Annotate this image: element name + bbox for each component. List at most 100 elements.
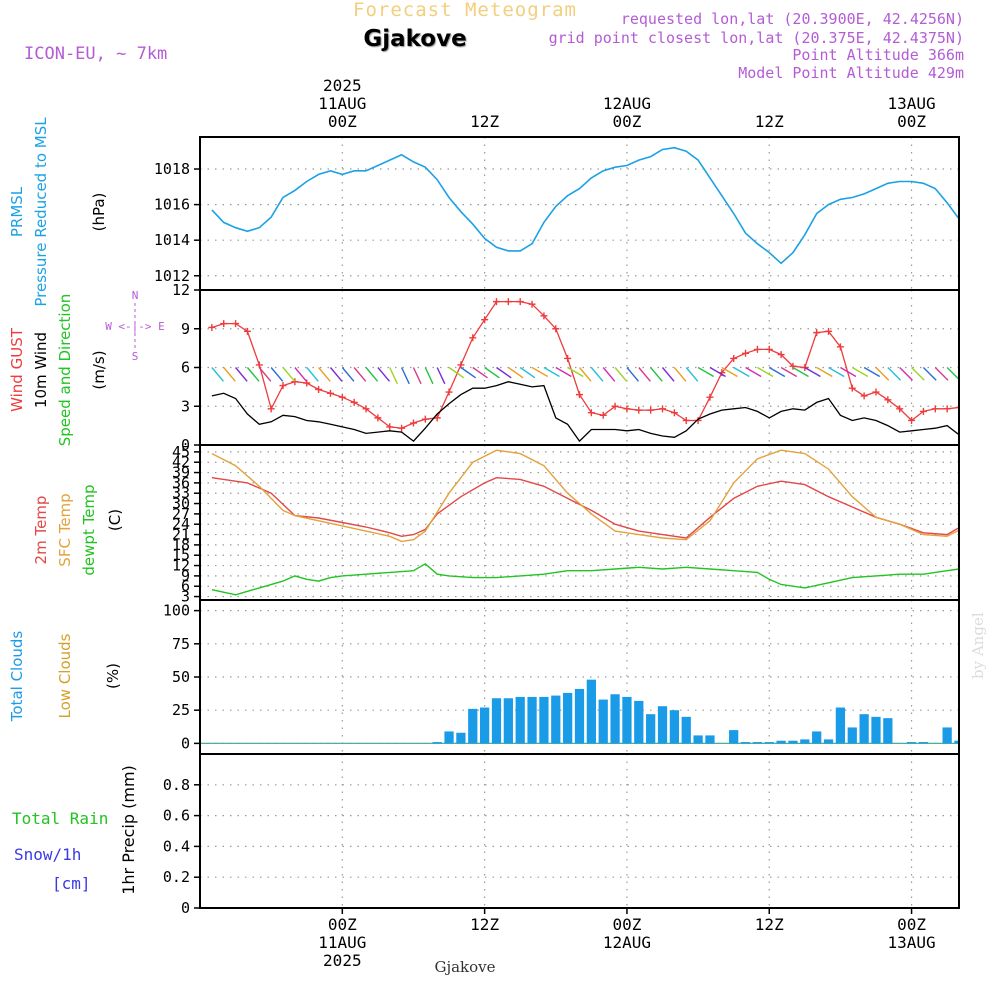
gust-marker xyxy=(659,405,667,413)
gust-marker xyxy=(919,407,927,415)
clouds-plot-area xyxy=(200,679,959,744)
cloud-bar xyxy=(491,698,502,744)
gust-marker xyxy=(836,343,844,351)
gust-marker xyxy=(706,393,714,401)
bottom-time-label: 11AUG xyxy=(318,933,366,952)
gust-marker xyxy=(338,393,346,401)
cloud-bar xyxy=(681,716,691,744)
wind-arrow xyxy=(436,367,446,385)
wind-arrow xyxy=(828,366,845,378)
y-tick-label: 45 xyxy=(172,443,190,461)
wind-arrow xyxy=(911,367,925,381)
wind-arrow xyxy=(590,367,604,382)
wind-arrow xyxy=(602,367,616,382)
wind-arrow xyxy=(661,367,675,382)
gust-marker xyxy=(955,404,959,412)
cloud-bar xyxy=(954,740,959,744)
wind-arrow xyxy=(353,367,367,382)
wind-arrow xyxy=(768,366,786,378)
y-tick-label: 0 xyxy=(181,734,190,752)
cloud-bar xyxy=(812,731,822,744)
bottom-time-label: 00Z xyxy=(612,915,641,934)
top-time-label: 00Z xyxy=(328,112,357,131)
wind-arrow xyxy=(306,367,319,382)
gust-marker xyxy=(670,409,678,417)
gust-marker xyxy=(682,416,690,424)
y-tick-label: 0 xyxy=(181,436,190,454)
y-tick-label: 27 xyxy=(172,505,190,523)
wind-arrow xyxy=(721,366,738,378)
y-tick-label: 3 xyxy=(181,397,190,415)
low-clouds-label: Low Clouds xyxy=(56,633,74,718)
gust-marker xyxy=(991,361,998,368)
wind-speed-line xyxy=(211,381,959,443)
gust-marker xyxy=(267,405,275,413)
wind-arrow xyxy=(780,366,798,378)
cloud-bar xyxy=(503,698,513,744)
gust-marker xyxy=(398,424,406,432)
wind-arrow xyxy=(389,367,398,385)
top-time-label: 12Z xyxy=(755,112,784,131)
gust-marker xyxy=(457,361,465,369)
wind-arrow xyxy=(472,366,488,379)
cloud-bar xyxy=(586,679,596,744)
wind-arrow xyxy=(329,367,343,382)
gust-marker xyxy=(481,316,489,324)
gust-line xyxy=(211,300,959,429)
top-time-label: 11AUG xyxy=(318,94,366,113)
gust-marker xyxy=(528,300,536,308)
gust-marker xyxy=(587,409,595,417)
wind-arrow xyxy=(507,366,524,379)
cloud-bar xyxy=(942,727,952,744)
gust-marker xyxy=(540,312,548,320)
gust-marker xyxy=(552,325,560,333)
top-time-label: 12Z xyxy=(470,112,499,131)
cloud-bar xyxy=(906,742,917,744)
cloud-bar xyxy=(823,739,834,744)
cloud-bar xyxy=(752,742,763,744)
gust-marker xyxy=(255,361,263,369)
wind-arrow xyxy=(531,366,549,378)
y-tick-label: 42 xyxy=(172,453,190,471)
gust-marker xyxy=(635,406,643,414)
y-tick-label: 0 xyxy=(181,899,190,917)
cloud-bar xyxy=(574,688,585,744)
wind-arrow xyxy=(887,367,902,381)
gust-marker xyxy=(469,334,477,342)
gust-marker xyxy=(943,405,951,413)
clouds-panel: 0 25 50 75 100 xyxy=(163,599,960,755)
top-time-label: 12AUG xyxy=(603,94,651,113)
dewpt-label: dewpt Temp xyxy=(80,484,98,575)
y-tick-label: 50 xyxy=(172,668,190,686)
dewpt-line xyxy=(211,562,959,596)
snow-label: Snow/1h xyxy=(14,845,81,864)
wind-unit-label: (m/s) xyxy=(90,350,108,389)
gust-marker xyxy=(599,411,607,419)
pressure-msl-label: Pressure Reduced to MSL xyxy=(32,117,50,307)
y-tick-label: 6 xyxy=(181,577,190,595)
gust-marker xyxy=(362,405,370,413)
wind-arrow xyxy=(875,367,890,381)
y-tick-label: 15 xyxy=(172,546,190,564)
gust-marker xyxy=(315,385,323,393)
wind-arrow xyxy=(424,367,434,385)
y-tick-label: 12 xyxy=(172,281,190,299)
pressure-frame xyxy=(199,136,960,291)
wind-arrow xyxy=(448,366,465,379)
y-tick-label: 39 xyxy=(172,464,190,482)
gust-marker xyxy=(801,364,809,371)
gust-marker xyxy=(445,388,453,396)
wind-arrow xyxy=(946,367,959,381)
top-time-label: 2025 xyxy=(323,76,362,95)
y-tick-label: 30 xyxy=(172,495,190,513)
wind-arrow xyxy=(578,367,592,382)
cloud-bar xyxy=(859,714,869,744)
wind-arrow xyxy=(673,367,687,382)
cloud-bar xyxy=(468,708,478,744)
gust-marker xyxy=(694,416,702,424)
y-tick-label: 1016 xyxy=(154,196,190,214)
cloud-bar xyxy=(634,700,644,744)
wind-arrow xyxy=(246,367,260,382)
